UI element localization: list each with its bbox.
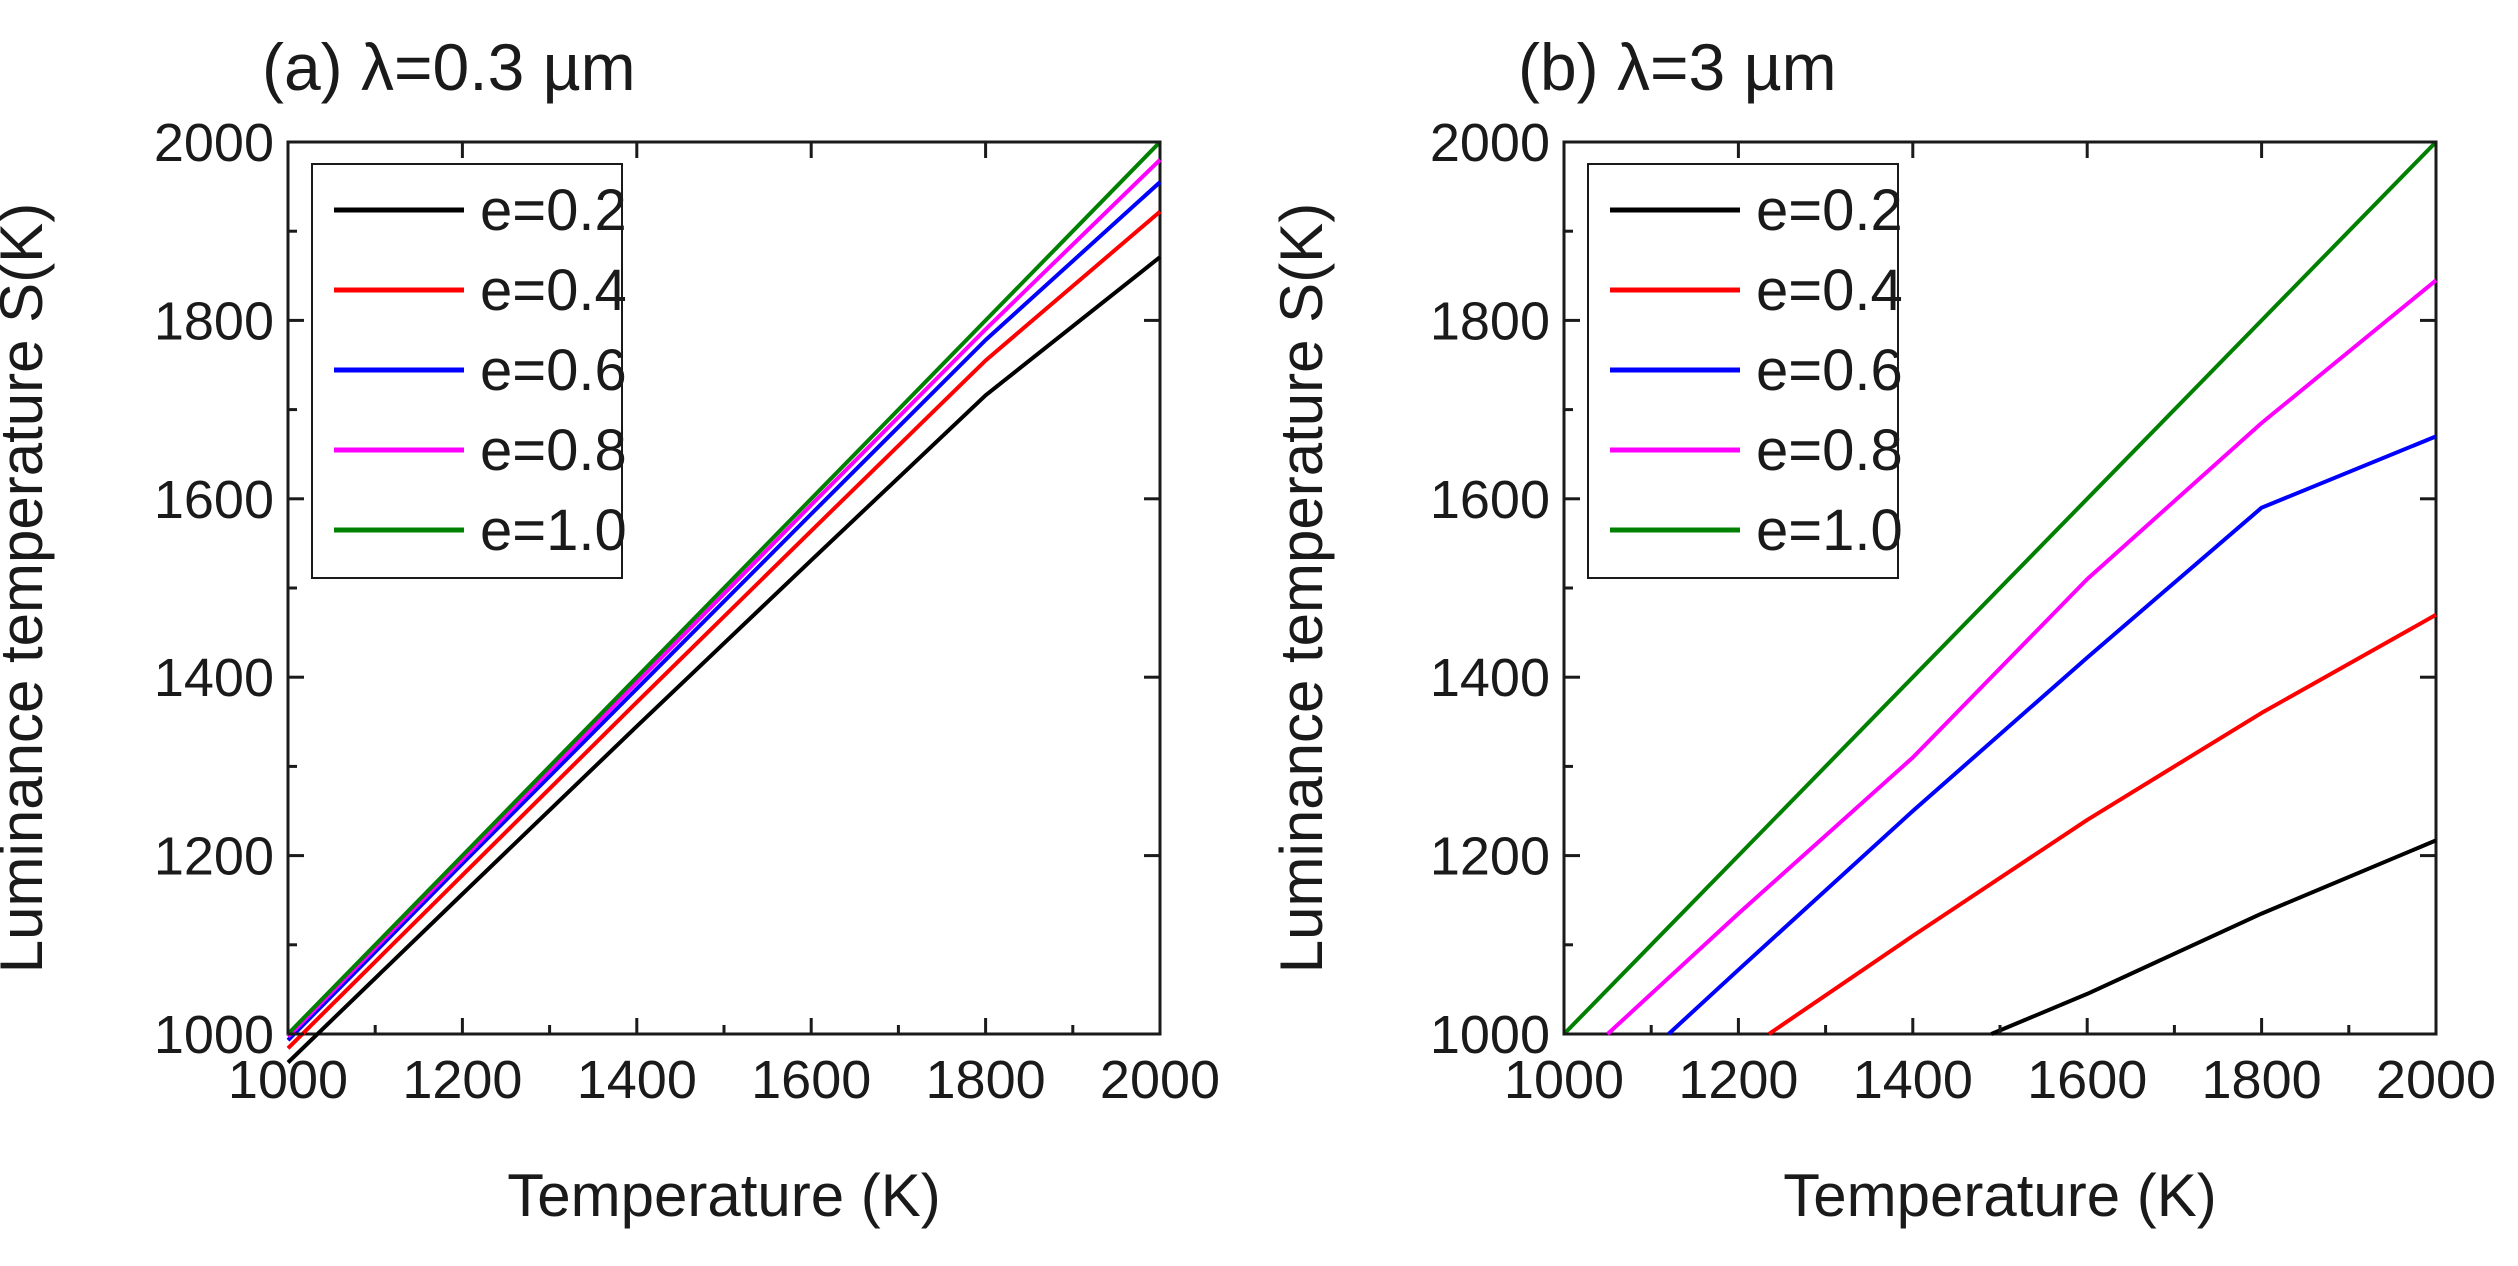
y-tick-label: 1400 <box>1430 648 1550 708</box>
x-tick-label: 1400 <box>577 1050 697 1110</box>
series-line-e-0-8 <box>286 158 1162 1039</box>
y-tick-label: 1200 <box>154 827 274 887</box>
series-line-e-0-4 <box>1767 613 2437 1036</box>
series-line-e-0-2 <box>286 255 1162 1064</box>
x-tick-label: 1600 <box>751 1050 871 1110</box>
legend-entry-label: e=0.2 <box>480 178 627 243</box>
legend-entry-label: e=0.2 <box>1756 178 1903 243</box>
chart-panel-b: (b) λ=3 µm 1000 1200 1400 1600 1800 2000 1000 12… <box>1268 30 2496 1229</box>
y-tick-label: 2000 <box>1430 113 1550 173</box>
y-tick-label: 1600 <box>154 470 274 530</box>
series-line-e-0-2 <box>1990 838 2437 1036</box>
y-tick-label: 1000 <box>154 1005 274 1065</box>
y-tick-label: 1800 <box>154 291 274 351</box>
x-axis-label: Temperature (K) <box>507 1162 940 1229</box>
x-tick-label: 1800 <box>2202 1050 2322 1110</box>
y-axis-label: Luminance temperature S(K) <box>0 203 55 973</box>
x-tick-label: 2000 <box>2376 1050 2496 1110</box>
y-tick-label: 1400 <box>154 648 274 708</box>
series-line-e-1-0 <box>1562 140 2438 1036</box>
legend-entry-label: e=0.4 <box>1756 258 1903 323</box>
y-axis-label: Luminance temperature S(K) <box>1268 203 1335 973</box>
x-axis-label: Temperature (K) <box>1783 1162 2216 1229</box>
y-tick-label: 1000 <box>1430 1005 1550 1065</box>
chart-title: (b) λ=3 µm <box>1518 30 1837 104</box>
series-line-e-0-6 <box>286 180 1162 1042</box>
legend-entry-label: e=1.0 <box>480 498 627 563</box>
chart-title: (a) λ=0.3 µm <box>262 30 636 104</box>
y-tick-label: 1800 <box>1430 291 1550 351</box>
y-tick-label: 2000 <box>154 113 274 173</box>
legend-entry-label: e=0.6 <box>480 338 627 403</box>
x-tick-label: 1200 <box>1678 1050 1798 1110</box>
legend-entry-label: e=0.8 <box>1756 418 1903 483</box>
y-tick-label: 1200 <box>1430 827 1550 887</box>
legend-entry-label: e=0.6 <box>1756 338 1903 403</box>
series-line-e-0-8 <box>1606 278 2438 1036</box>
x-tick-label: 1400 <box>1853 1050 1973 1110</box>
series-line-e-0-4 <box>286 210 1162 1050</box>
x-tick-label: 1600 <box>2027 1050 2147 1110</box>
series-line-e-1-0 <box>286 140 1162 1036</box>
legend-entry-label: e=1.0 <box>1756 498 1903 563</box>
x-tick-label: 1200 <box>402 1050 522 1110</box>
chart-panel-a: (a) λ=0.3 µm 1000 1200 1400 1600 1800 2000 1000… <box>0 30 1220 1229</box>
y-tick-label: 1600 <box>1430 470 1550 530</box>
x-tick-label: 1000 <box>228 1050 348 1110</box>
legend-entry-label: e=0.4 <box>480 258 627 323</box>
series-line-e-0-6 <box>1667 434 2437 1036</box>
x-tick-label: 2000 <box>1100 1050 1220 1110</box>
x-tick-label: 1000 <box>1504 1050 1624 1110</box>
legend-entry-label: e=0.8 <box>480 418 627 483</box>
x-tick-label: 1800 <box>926 1050 1046 1110</box>
